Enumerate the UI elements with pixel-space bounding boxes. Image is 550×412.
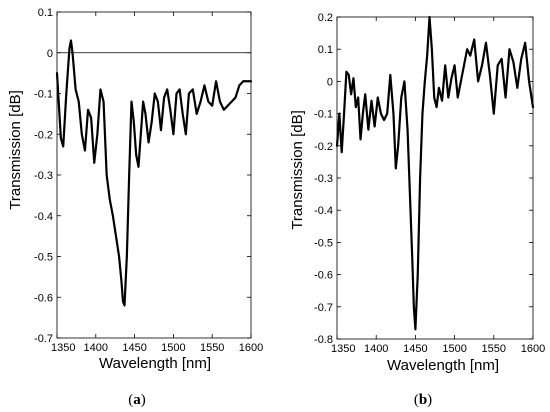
panel-a-series-line-0 bbox=[55, 39, 253, 307]
panel-a-x-tick-label: 1450 bbox=[122, 342, 146, 354]
panel-b-x-tick-label: 1450 bbox=[403, 343, 427, 355]
panel-b-x-tick-label: 1350 bbox=[331, 343, 355, 355]
panel-b-series-line-0 bbox=[335, 15, 535, 331]
panel-a-x-tick-label: 1600 bbox=[239, 342, 263, 354]
panel-a-y-tick-label: 0.1 bbox=[38, 7, 53, 19]
panel-a-label: a bbox=[133, 392, 141, 408]
panel-b-x-tick-label: 1550 bbox=[482, 343, 506, 355]
panel-b-label: b bbox=[419, 392, 427, 408]
panel-a-y-tick-label: -0.5 bbox=[34, 252, 53, 264]
panel-b-caption: (b) bbox=[414, 392, 432, 408]
panel-b-y-axis-title: Transmission [dB] bbox=[289, 110, 306, 229]
chart-panel-a: Transmission [dB] Wavelength [nm] (a) 13… bbox=[7, 7, 263, 408]
panel-b-y-tick-label: -0.3 bbox=[314, 173, 333, 185]
panel-a-y-tick-label: -0.1 bbox=[34, 89, 53, 101]
panel-a-y-tick-label: 0 bbox=[47, 48, 53, 60]
panel-b-y-tick-label: -0.6 bbox=[314, 270, 333, 282]
panel-a-caption: (a) bbox=[128, 392, 146, 408]
panel-a-x-tick-label: 1550 bbox=[200, 342, 224, 354]
panel-b-y-tick-label: 0.1 bbox=[318, 44, 333, 56]
panel-b-y-tick-label: -0.1 bbox=[314, 109, 333, 121]
panel-a-x-tick-label: 1350 bbox=[51, 342, 75, 354]
panel-a-x-tick-label: 1500 bbox=[161, 342, 185, 354]
panel-a-axes-frame bbox=[56, 11, 252, 339]
panel-b-x-axis-title: Wavelength [nm] bbox=[387, 357, 499, 374]
panel-a-y-tick-label: -0.7 bbox=[34, 333, 53, 345]
panel-a-x-tick-label: 1400 bbox=[84, 342, 108, 354]
panel-a-y-tick-label: -0.3 bbox=[34, 170, 53, 182]
panel-a-y-tick-label: -0.2 bbox=[34, 129, 53, 141]
panel-b-y-tick-label: -0.8 bbox=[314, 334, 333, 346]
panel-a-y-tick-label: -0.6 bbox=[34, 292, 53, 304]
panel-b-y-tick-label: 0 bbox=[327, 76, 333, 88]
panel-b-x-tick-label: 1500 bbox=[442, 343, 466, 355]
panel-a-x-axis-title: Wavelength [nm] bbox=[99, 355, 211, 372]
panel-b-y-tick-label: -0.5 bbox=[314, 237, 333, 249]
panel-b-y-tick-label: -0.7 bbox=[314, 302, 333, 314]
panel-b-y-tick-label: 0.2 bbox=[318, 12, 333, 24]
panel-b-y-tick-label: -0.2 bbox=[314, 141, 333, 153]
panel-a-y-tick-label: -0.4 bbox=[34, 211, 53, 223]
panel-b-axes-frame bbox=[336, 16, 534, 340]
panel-a-y-axis-title: Transmission [dB] bbox=[7, 90, 24, 209]
panel-b-x-tick-label: 1600 bbox=[521, 343, 545, 355]
panel-b-y-tick-label: -0.4 bbox=[314, 205, 333, 217]
panel-b-x-tick-label: 1400 bbox=[364, 343, 388, 355]
chart-panel-b: Transmission [dB] Wavelength [nm] (b) 13… bbox=[289, 12, 545, 408]
